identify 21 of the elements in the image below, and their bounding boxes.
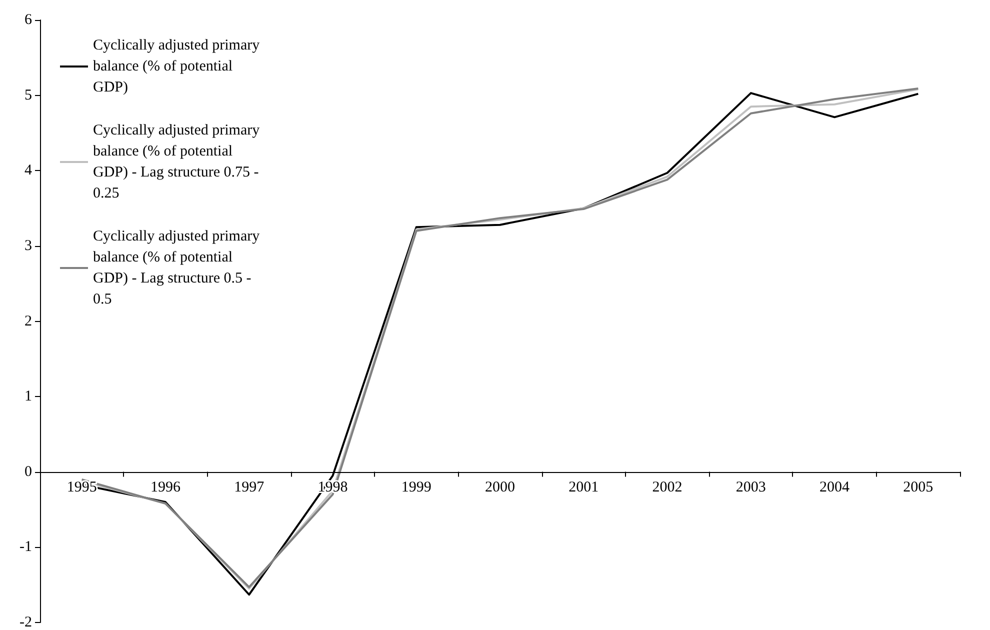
- y-tick-label: 1: [24, 388, 32, 405]
- legend-label: Cyclically adjusted primary balance (% of potential GDP): [93, 38, 264, 96]
- x-tick-label: 2000: [485, 479, 515, 496]
- legend-label: Cyclically adjusted primary balance (% of potential GDP) - Lag structure 0.5 - 0.5: [93, 228, 264, 308]
- x-tick-label: 2002: [652, 479, 682, 496]
- y-tick-label: 2: [24, 313, 32, 330]
- legend-label: Cyclically adjusted primary balance (% of potential GDP) - Lag structure 0.75 - 0.25: [93, 122, 264, 202]
- y-tick-label: 0: [24, 464, 32, 480]
- x-tick-label: 2005: [903, 479, 934, 496]
- x-tick-label: 2001: [568, 479, 599, 496]
- y-tick-label: 5: [24, 87, 32, 104]
- y-tick-label: 3: [24, 238, 32, 254]
- x-tick-label: 2003: [736, 479, 766, 496]
- x-tick-label: 2004: [820, 479, 850, 496]
- y-tick-label: -2: [20, 614, 32, 630]
- y-tick-label: -1: [20, 539, 32, 556]
- x-tick-label: 1999: [401, 479, 432, 496]
- y-tick-label: 6: [24, 12, 32, 28]
- y-tick-label: 4: [24, 162, 32, 179]
- x-tick-label: 1997: [234, 479, 265, 496]
- x-tick-label: 1996: [150, 479, 181, 496]
